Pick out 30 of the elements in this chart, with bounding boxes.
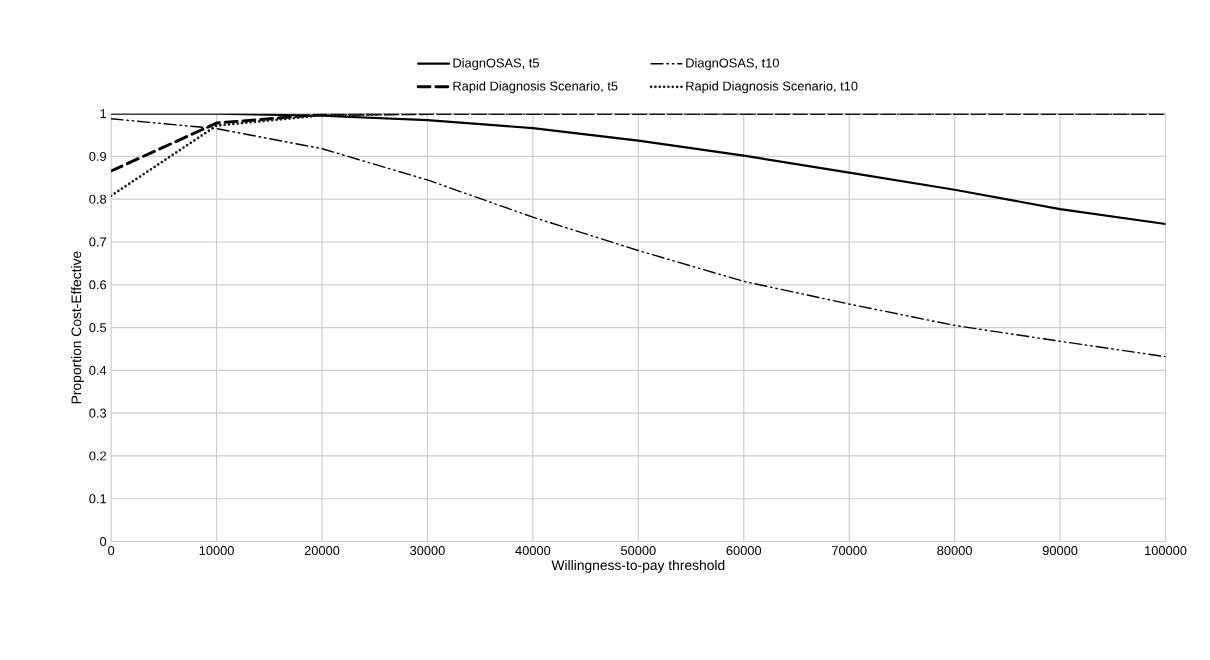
x-tick-label: 60000 xyxy=(726,545,762,556)
x-tick-label: 40000 xyxy=(515,545,551,556)
legend-label: DiagnOSAS, t10 xyxy=(686,58,779,71)
y-tick-label: 0.3 xyxy=(89,408,107,418)
y-tick-label: 0.6 xyxy=(89,280,107,290)
y-tick-label: 0.7 xyxy=(89,237,106,247)
x-tick-label: 20000 xyxy=(304,545,340,556)
y-tick-label: 0.8 xyxy=(89,194,107,204)
legend-label: Rapid Diagnosis Scenario, t5 xyxy=(453,81,618,94)
y-tick-label: 0 xyxy=(100,536,107,547)
x-tick-label: 30000 xyxy=(410,545,445,556)
x-tick-label: 50000 xyxy=(620,545,656,556)
x-axis-title: Willingness-to-pay threshold xyxy=(551,559,725,573)
x-tick-label: 100000 xyxy=(1145,545,1187,556)
x-tick-label: 90000 xyxy=(1042,545,1078,556)
y-axis-title: Proportion Cost-Effective xyxy=(71,251,84,404)
x-tick-label: 10000 xyxy=(199,545,234,556)
line-series xyxy=(111,113,1166,226)
legend-label: Rapid Diagnosis Scenario, t10 xyxy=(686,81,858,94)
y-tick-label: 0.9 xyxy=(89,151,107,161)
legend-label: DiagnOSAS, t5 xyxy=(453,58,539,71)
x-tick-label: 70000 xyxy=(832,545,867,556)
y-tick-label: 0.5 xyxy=(89,322,107,333)
line-series xyxy=(111,118,1166,358)
y-tick-label: 0.2 xyxy=(89,451,106,461)
y-tick-label: 1 xyxy=(100,109,107,119)
y-tick-label: 0.1 xyxy=(89,494,107,504)
x-tick-label: 80000 xyxy=(937,545,972,556)
y-tick-label: 0.4 xyxy=(89,365,107,375)
x-tick-label: 0 xyxy=(108,545,115,556)
